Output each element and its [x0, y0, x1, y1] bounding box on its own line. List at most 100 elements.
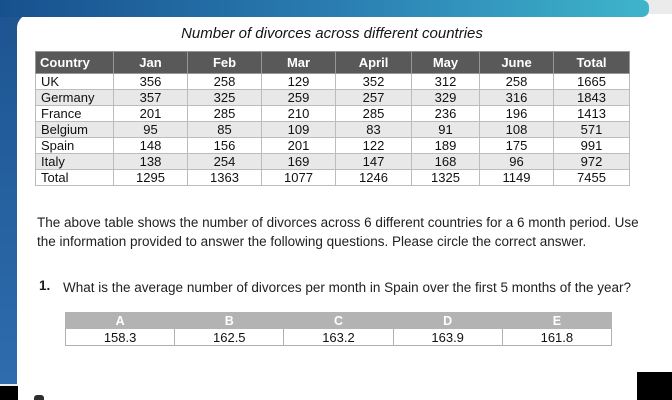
- value-cell: 357: [113, 89, 188, 106]
- value-cell: 91: [411, 121, 480, 138]
- answer-option[interactable]: 163.9: [392, 328, 503, 347]
- value-cell: 254: [187, 153, 262, 170]
- answer-letter: B: [174, 312, 285, 330]
- row-label-cell: Italy: [35, 153, 114, 170]
- value-cell: 325: [187, 89, 262, 106]
- row-label-cell: Total: [35, 169, 114, 186]
- answer-letter: D: [392, 312, 503, 330]
- next-question-peek: [34, 395, 44, 400]
- table-row: Total 1295 1363 1077 1246 1325 1149 7455: [35, 169, 630, 186]
- value-cell: 138: [113, 153, 188, 170]
- value-cell: 122: [335, 137, 412, 154]
- value-cell: 316: [479, 89, 554, 106]
- value-cell: 1077: [261, 169, 336, 186]
- viewer-corner-bottom-right: [637, 372, 672, 400]
- value-cell: 329: [411, 89, 480, 106]
- value-cell: 156: [187, 137, 262, 154]
- intro-paragraph: The above table shows the number of divo…: [37, 215, 639, 250]
- value-cell: 109: [261, 121, 336, 138]
- value-cell: 1246: [335, 169, 412, 186]
- divorces-table: Country Jan Feb Mar April May June Total UK 356 2…: [35, 51, 630, 186]
- value-cell: 285: [187, 105, 262, 122]
- left-accent-strip: [0, 0, 17, 384]
- row-label-cell: Spain: [35, 137, 114, 154]
- value-cell: 83: [335, 121, 412, 138]
- value-cell: 169: [261, 153, 336, 170]
- viewer-corner-bottom-left: [0, 386, 18, 400]
- row-label-cell: France: [35, 105, 114, 122]
- value-cell: 1325: [411, 169, 480, 186]
- value-cell: 258: [187, 73, 262, 90]
- column-header: May: [411, 51, 480, 74]
- worksheet-page: Number of divorces across different coun…: [17, 14, 672, 400]
- column-header: Total: [553, 51, 630, 74]
- value-cell: 85: [187, 121, 262, 138]
- value-cell: 1363: [187, 169, 262, 186]
- table-row: UK 356 258 129 352 312 258 1665: [35, 73, 630, 90]
- value-cell: 96: [479, 153, 554, 170]
- value-cell: 1149: [479, 169, 554, 186]
- answer-value-row: 158.3 162.5 163.2 163.9 161.8: [64, 328, 613, 347]
- divorces-table-body: UK 356 258 129 352 312 258 1665 Germany 357 325 259…: [35, 73, 630, 186]
- divorces-table-header: Country Jan Feb Mar April May June Total: [35, 51, 630, 74]
- header-accent-bar: [0, 0, 649, 17]
- column-header: Mar: [261, 51, 336, 74]
- column-header: June: [479, 51, 554, 74]
- answer-option[interactable]: 162.5: [174, 328, 285, 347]
- value-cell: 258: [479, 73, 554, 90]
- row-label-cell: Germany: [35, 89, 114, 106]
- value-cell: 148: [113, 137, 188, 154]
- table-row: Germany 357 325 259 257 329 316 1843: [35, 89, 630, 106]
- header-row: Country Jan Feb Mar April May June Total: [35, 51, 630, 74]
- answer-letter: A: [64, 312, 176, 330]
- value-cell: 1843: [553, 89, 630, 106]
- value-cell: 356: [113, 73, 188, 90]
- question-1: 1. What is the average number of divorce…: [39, 278, 641, 297]
- table-row: Belgium 95 85 109 83 91 108 571: [35, 121, 630, 138]
- value-cell: 175: [479, 137, 554, 154]
- value-cell: 1665: [553, 73, 630, 90]
- value-cell: 108: [479, 121, 554, 138]
- column-header: Country: [35, 51, 114, 74]
- column-header: Feb: [187, 51, 262, 74]
- value-cell: 259: [261, 89, 336, 106]
- row-label-cell: UK: [35, 73, 114, 90]
- answer-letter: C: [283, 312, 394, 330]
- column-header: Jan: [113, 51, 188, 74]
- value-cell: 1413: [553, 105, 630, 122]
- value-cell: 972: [553, 153, 630, 170]
- value-cell: 352: [335, 73, 412, 90]
- question-number: 1.: [39, 278, 51, 294]
- value-cell: 991: [553, 137, 630, 154]
- answer-option[interactable]: 163.2: [283, 328, 394, 347]
- column-header: April: [335, 51, 412, 74]
- table-row: Spain 148 156 201 122 189 175 991: [35, 137, 630, 154]
- value-cell: 257: [335, 89, 412, 106]
- answer-option[interactable]: 161.8: [501, 328, 613, 347]
- value-cell: 129: [261, 73, 336, 90]
- value-cell: 236: [411, 105, 480, 122]
- answer-option[interactable]: 158.3: [64, 328, 176, 347]
- value-cell: 168: [411, 153, 480, 170]
- value-cell: 7455: [553, 169, 630, 186]
- value-cell: 189: [411, 137, 480, 154]
- table-row: Italy 138 254 169 147 168 96 972: [35, 153, 630, 170]
- question-text: What is the average number of divorces p…: [63, 280, 632, 296]
- value-cell: 571: [553, 121, 630, 138]
- answer-options-body: 158.3 162.5 163.2 163.9 161.8: [64, 328, 613, 347]
- page-title: Number of divorces across different coun…: [181, 25, 483, 42]
- value-cell: 210: [261, 105, 336, 122]
- value-cell: 147: [335, 153, 412, 170]
- table-row: France 201 285 210 285 236 196 1413: [35, 105, 630, 122]
- value-cell: 201: [261, 137, 336, 154]
- value-cell: 196: [479, 105, 554, 122]
- value-cell: 201: [113, 105, 188, 122]
- value-cell: 1295: [113, 169, 188, 186]
- value-cell: 95: [113, 121, 188, 138]
- value-cell: 312: [411, 73, 480, 90]
- answer-letter: E: [501, 312, 613, 330]
- value-cell: 285: [335, 105, 412, 122]
